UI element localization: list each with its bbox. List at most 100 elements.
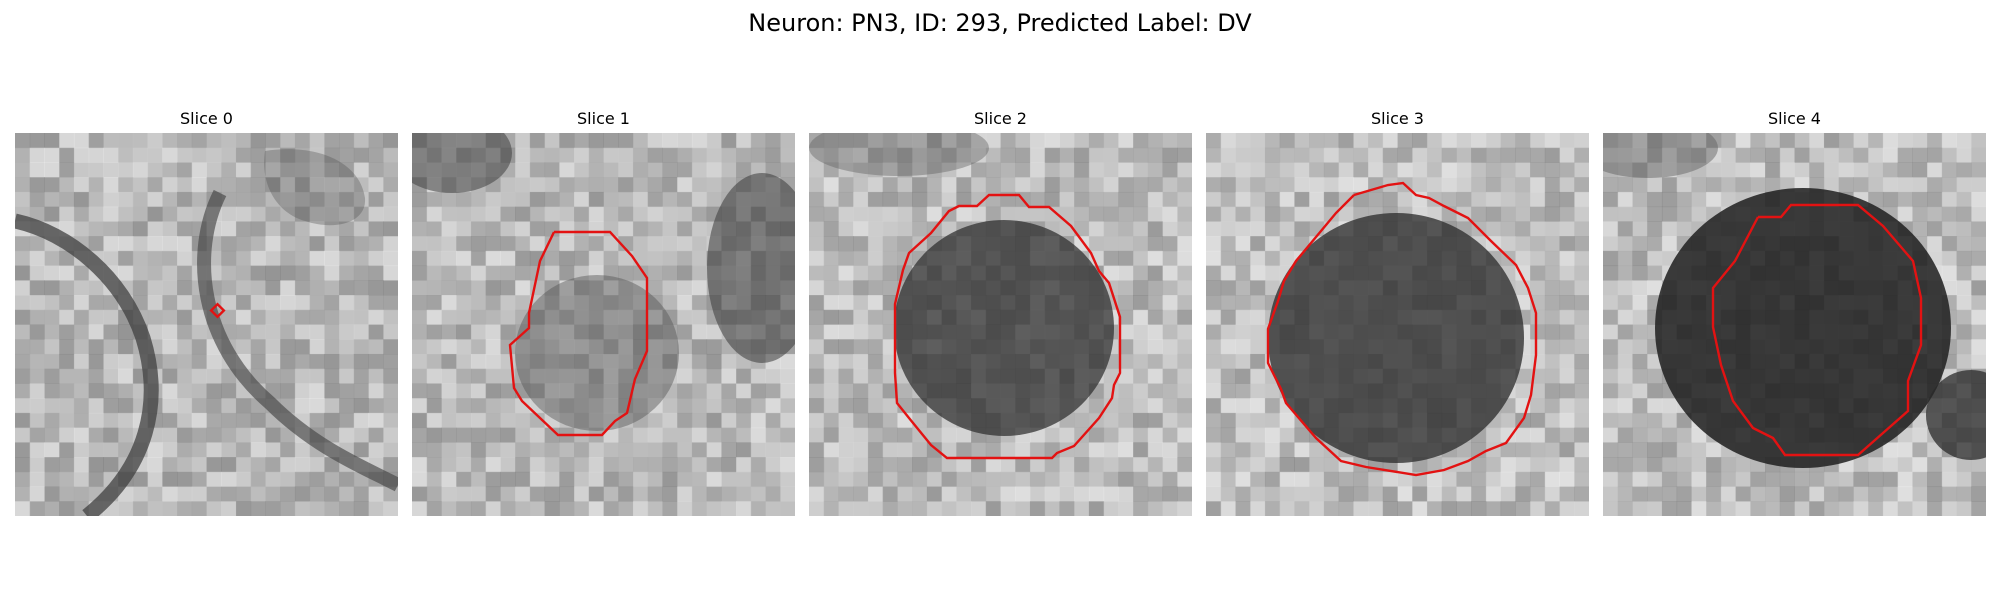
texture-pixel [1912,191,1928,208]
texture-pixel [1559,486,1575,502]
texture-pixel [1544,486,1561,502]
texture-pixel [177,368,193,384]
texture-pixel [721,501,737,516]
texture-pixel [1603,250,1619,267]
texture-pixel [1603,457,1619,473]
texture-pixel [706,353,722,370]
dark-region-right [707,173,795,363]
texture-pixel [1617,339,1633,355]
texture-pixel [897,236,913,252]
texture-pixel [73,133,90,149]
texture-pixel [368,486,384,502]
texture-pixel [1823,486,1840,502]
texture-pixel [515,457,531,473]
texture-pixel [162,280,178,296]
texture-pixel [1559,442,1575,458]
texture-pixel [1338,133,1354,149]
texture-pixel [470,501,487,516]
texture-pixel [191,353,207,370]
texture-pixel [470,471,487,488]
texture-pixel [1632,250,1648,267]
texture-pixel [926,427,943,443]
texture-pixel [603,206,619,222]
texture-pixel [559,471,575,488]
texture-pixel [838,295,854,311]
texture-pixel [1397,191,1413,208]
texture-pixel [1015,501,1031,516]
texture-pixel [1133,221,1149,237]
texture-pixel [235,339,252,355]
texture-pixel [544,265,560,281]
texture-pixel [677,221,693,237]
texture-pixel [529,427,546,443]
texture-pixel [691,191,708,208]
membrane-dark-patch [264,149,366,226]
texture-pixel [691,412,708,429]
texture-pixel [177,191,193,208]
texture-pixel [132,501,149,516]
texture-pixel [1941,250,1958,267]
texture-pixel [1530,147,1546,163]
texture-pixel [88,353,104,370]
texture-pixel [1323,501,1340,516]
texture-pixel [324,427,340,443]
texture-pixel [603,501,619,516]
texture-pixel [662,295,678,311]
texture-pixel [574,162,590,178]
texture-pixel [1015,486,1031,502]
texture-pixel [677,295,693,311]
texture-pixel [162,206,178,222]
texture-pixel [162,250,178,267]
texture-pixel [162,236,178,252]
texture-pixel [721,133,737,149]
texture-pixel [677,147,693,163]
texture-pixel [1927,162,1943,178]
texture-pixel [529,457,546,473]
texture-pixel [470,412,487,429]
texture-pixel [941,147,957,163]
texture-pixel [191,457,207,473]
texture-pixel [1956,324,1972,340]
texture-pixel [838,339,854,355]
texture-pixel [882,501,898,516]
texture-pixel [559,236,575,252]
texture-pixel [1691,147,1707,163]
texture-pixel [294,221,311,237]
texture-pixel [132,280,149,296]
texture-pixel [265,177,281,193]
texture-pixel [823,324,839,340]
texture-pixel [470,191,487,208]
texture-pixel [353,250,370,267]
texture-pixel [574,501,590,516]
texture-pixel [1956,457,1972,473]
texture-pixel [1147,133,1164,149]
texture-pixel [1264,471,1281,488]
texture-pixel [1603,280,1619,296]
texture-pixel [44,324,60,340]
texture-pixel [368,412,384,429]
texture-pixel [353,486,370,502]
texture-pixel [1264,280,1281,296]
texture-pixel [235,486,252,502]
texture-pixel [559,250,575,267]
texture-pixel [265,368,281,384]
texture-pixel [29,324,45,340]
texture-pixel [1941,206,1958,222]
texture-pixel [294,339,311,355]
texture-pixel [294,457,311,473]
texture-pixel [559,339,575,355]
texture-pixel [1074,486,1090,502]
texture-pixel [235,398,252,414]
texture-pixel [1264,398,1281,414]
texture-pixel [147,295,163,311]
texture-pixel [780,368,795,384]
texture-pixel [1279,427,1295,443]
dark-region-top [809,133,989,176]
texture-pixel [1603,236,1619,252]
texture-pixel [59,265,75,281]
texture-pixel [88,133,104,149]
texture-pixel [1279,177,1295,193]
texture-pixel [1162,398,1178,414]
texture-pixel [632,295,649,311]
texture-pixel [574,353,590,370]
